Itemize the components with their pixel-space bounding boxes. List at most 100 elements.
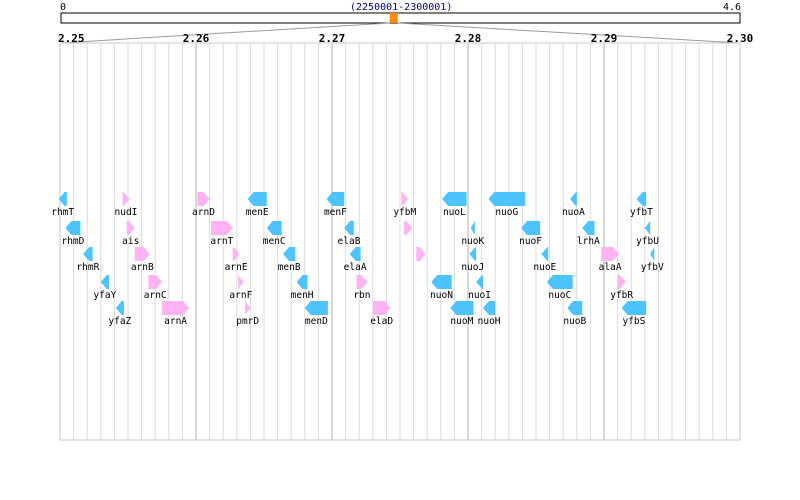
gene-label[interactable]: yfbR [610,290,634,301]
gene-label[interactable]: rhmD [61,236,85,247]
gene-nuoJ-arrow[interactable] [469,247,477,261]
gene-label[interactable]: arnF [229,290,253,301]
gene-label[interactable]: nuoI [468,290,491,301]
gene-arnD-arrow[interactable] [197,192,210,206]
gene-nuoB-arrow[interactable] [567,301,583,315]
gene-label[interactable]: arnA [164,316,188,327]
gene-label[interactable]: pmrD [236,316,260,327]
overview-bar[interactable] [60,12,741,24]
gene-nuoI-arrow[interactable] [476,275,483,289]
gene-label[interactable]: nudI [114,207,138,218]
gene-yfbT-arrow[interactable] [636,192,647,206]
gene-nuoH-arrow[interactable] [482,301,496,315]
gene-label[interactable]: elaD [370,316,394,327]
gene-rhmT-arrow[interactable] [58,192,67,206]
gene-yfbV-arrow[interactable] [650,247,655,261]
gene-label[interactable]: menB [277,262,301,273]
gene-arnB-arrow[interactable] [134,247,150,261]
gene-yfbM-arrow[interactable] [401,192,409,206]
gene-label[interactable]: menH [290,290,314,301]
gene-rhmR-arrow[interactable] [83,247,93,261]
gene-yfaY-arrow[interactable] [100,275,109,289]
gene-nuoC-arrow[interactable] [546,275,573,289]
gene-label[interactable]: rhmR [76,262,100,273]
gene-label[interactable]: nuoF [519,236,542,247]
gene-label[interactable]: nuoM [450,316,474,327]
gene-label[interactable]: yfaY [93,290,117,301]
gene-elaB-arrow[interactable] [344,221,354,235]
gene-lrhA-arrow[interactable] [582,221,595,235]
gene-menH-arrow[interactable] [296,275,308,289]
gene-arnT-arrow[interactable] [210,221,233,235]
gene-label[interactable]: yfbV [640,262,664,273]
gene-label[interactable]: menD [304,316,328,327]
gene-label[interactable]: elaA [343,262,367,273]
gene-label[interactable]: arnT [210,236,234,247]
gene-label[interactable]: rhmT [51,207,75,218]
tick-label: 2.28 [454,32,482,45]
gene-elaA-arrow[interactable] [349,247,361,261]
gene-rbn-arrow[interactable] [356,275,368,289]
gene-label[interactable]: lrhA [576,236,600,247]
gene-label[interactable]: elaB [337,236,361,247]
gene-unnamed-arrow[interactable] [416,247,426,261]
gene-label[interactable]: yfbS [622,316,646,327]
gene-rhmD-arrow[interactable] [65,221,81,235]
gene-alaA-arrow[interactable] [601,247,619,261]
gene-arnA-arrow[interactable] [162,301,190,315]
gene-yfbS-arrow[interactable] [621,301,647,315]
gene-label[interactable]: nuoK [461,236,485,247]
gene-label[interactable]: nuoG [495,207,519,218]
gene-yfaZ-arrow[interactable] [115,301,124,315]
gene-ais-arrow[interactable] [126,221,135,235]
gene-label[interactable]: nuoE [533,262,557,273]
gene-label[interactable]: yfbT [629,207,653,218]
gene-nuoA-arrow[interactable] [570,192,577,206]
gene-elaD-arrow[interactable] [372,301,391,315]
gene-label[interactable]: nuoB [563,316,587,327]
gene-label[interactable]: menC [262,236,286,247]
overview-position-marker[interactable] [389,13,398,23]
gene-label[interactable]: nuoA [561,207,585,218]
gene-nuoE-arrow[interactable] [541,247,549,261]
gene-label[interactable]: yfaZ [108,316,132,327]
gene-menB-arrow[interactable] [283,247,296,261]
gene-arnE-arrow[interactable] [232,247,240,261]
gene-menD-arrow[interactable] [304,301,328,315]
gene-label[interactable]: alaA [598,262,622,273]
gene-menF-arrow[interactable] [326,192,345,206]
gene-label[interactable]: nuoJ [461,262,485,273]
gene-nuoL-arrow[interactable] [442,192,467,206]
gene-nuoM-arrow[interactable] [450,301,474,315]
gene-label[interactable]: nuoH [477,316,501,327]
gene-yfbU-arrow[interactable] [644,221,651,235]
gene-label[interactable]: arnD [192,207,215,218]
gene-label[interactable]: rbn [353,290,371,301]
gene-arnF-arrow[interactable] [238,275,244,289]
tick-label: 2.25 [58,32,85,45]
gene-nuoF-arrow[interactable] [521,221,541,235]
gene-arnC-arrow[interactable] [148,275,162,289]
gene-label[interactable]: arnB [130,262,154,273]
gene-label[interactable]: ais [122,236,140,247]
gene-label[interactable]: arnC [143,290,167,301]
gene-label[interactable]: yfbM [393,207,417,218]
gene-label[interactable]: nuoL [442,207,466,218]
gene-label[interactable]: menE [245,207,269,218]
gene-nuoK-arrow[interactable] [470,221,475,235]
gene-nuoN-arrow[interactable] [431,275,452,289]
gene-nuoG-arrow[interactable] [488,192,526,206]
gene-menC-arrow[interactable] [266,221,282,235]
gene-unnamed-arrow[interactable] [404,221,413,235]
gene-label[interactable]: yfbU [636,236,659,247]
gene-pmrD-arrow[interactable] [244,301,251,315]
gene-label[interactable]: nuoN [430,290,453,301]
gene-label[interactable]: nuoC [548,290,572,301]
gene-menE-arrow[interactable] [247,192,267,206]
gene-label[interactable]: arnE [224,262,248,273]
gene-yfbR-arrow[interactable] [617,275,626,289]
gene-label[interactable]: menF [323,207,347,218]
gene-nudI-arrow[interactable] [122,192,130,206]
